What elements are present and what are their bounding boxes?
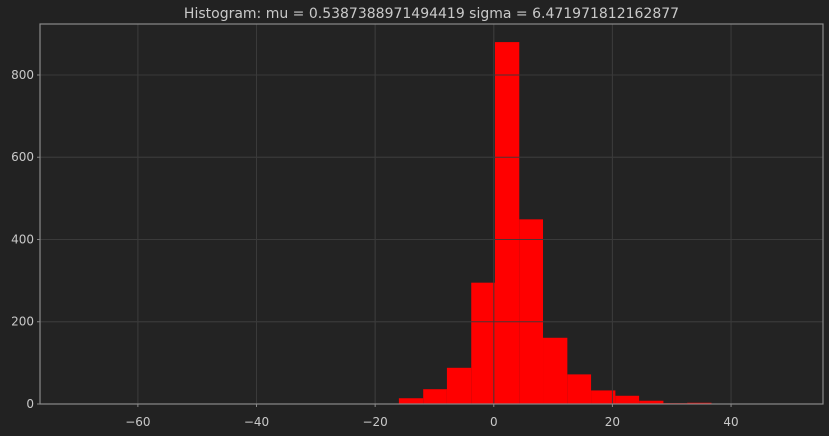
x-tick-label: 0 — [490, 415, 498, 429]
histogram-bar — [423, 389, 447, 404]
y-tick-label: 600 — [11, 150, 34, 164]
y-axis-ticks: 0 200 400 600 800 — [11, 68, 40, 411]
histogram-bar — [494, 42, 520, 404]
histogram-bar — [639, 400, 664, 404]
y-tick-label: 200 — [11, 315, 34, 329]
x-tick-label: −40 — [244, 415, 269, 429]
x-tick-label: 40 — [723, 415, 738, 429]
y-tick-label: 0 — [26, 397, 34, 411]
x-tick-label: −20 — [362, 415, 387, 429]
histogram-bar — [615, 395, 640, 404]
y-tick-label: 400 — [11, 232, 34, 246]
x-tick-label: −60 — [125, 415, 150, 429]
histogram-bar — [446, 367, 472, 404]
histogram-bar — [471, 282, 495, 404]
histogram-bar — [543, 337, 568, 404]
plot-area — [40, 24, 823, 404]
x-tick-label: 20 — [605, 415, 620, 429]
chart-title: Histogram: mu = 0.5387388971494419 sigma… — [184, 6, 679, 22]
histogram-bar — [567, 374, 592, 404]
plot-frame — [39, 23, 824, 405]
histogram-bar — [687, 402, 712, 404]
x-axis-ticks: −60 −40 −20 0 20 40 — [125, 404, 739, 429]
histogram-bar — [519, 219, 544, 404]
histogram-bar — [591, 390, 616, 404]
y-tick-label: 800 — [11, 68, 34, 82]
histogram-bar — [398, 398, 424, 404]
